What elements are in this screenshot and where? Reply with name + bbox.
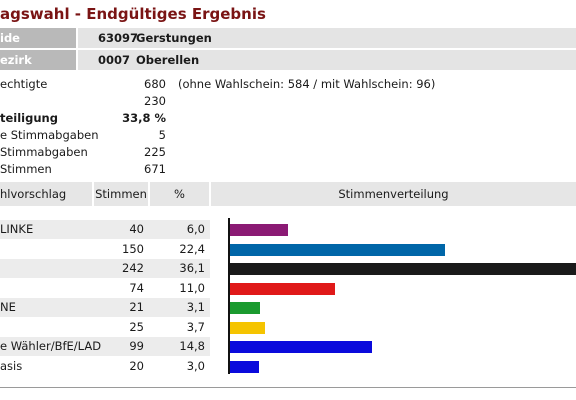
table-row: LINKE 40 6,0 xyxy=(0,220,576,239)
gemeinde-number: 63097 xyxy=(98,31,139,45)
table-row: 150 22,4 xyxy=(0,240,576,259)
party-votes: 99 xyxy=(129,339,144,353)
header-votes: Stimmen xyxy=(94,182,148,206)
gemeinde-label: ide xyxy=(0,28,76,48)
party-name: e Wähler/BfE/LAD xyxy=(0,339,102,353)
header-bezirk-row: ezirk 0007 Oberellen xyxy=(0,50,576,70)
party-name: NE xyxy=(0,300,16,314)
stat-row: teiligung 33,8 % xyxy=(0,110,576,127)
chart-axis xyxy=(228,218,230,374)
bezirk-label: ezirk xyxy=(0,50,76,70)
table-row: 242 36,1 xyxy=(0,259,576,278)
stat-value: 5 xyxy=(158,128,166,142)
bezirk-number: 0007 xyxy=(98,53,131,67)
stat-value: 671 xyxy=(144,162,166,176)
page-title: agswahl - Endgültiges Ergebnis xyxy=(0,5,266,23)
party-pct: 3,0 xyxy=(186,359,205,373)
stat-row: Stimmen 671 xyxy=(0,161,576,178)
party-pct: 6,0 xyxy=(186,222,205,236)
stat-label: Stimmabgaben xyxy=(0,145,88,159)
vote-bar xyxy=(230,361,259,373)
party-pct: 3,7 xyxy=(186,320,205,334)
party-votes: 150 xyxy=(122,242,144,256)
stat-row: e Stimmabgaben 5 xyxy=(0,127,576,144)
table-row: 25 3,7 xyxy=(0,318,576,337)
stat-label: Stimmen xyxy=(0,162,52,176)
bezirk-name: Oberellen xyxy=(136,53,200,67)
stat-label: echtigte xyxy=(0,77,48,91)
stat-value: 225 xyxy=(144,145,166,159)
vote-bar xyxy=(230,341,372,353)
header-distribution: Stimmenverteilung xyxy=(211,182,576,206)
vote-bar xyxy=(230,244,445,256)
party-votes: 25 xyxy=(129,320,144,334)
stat-value: 680 xyxy=(144,77,166,91)
party-pct: 14,8 xyxy=(179,339,205,353)
stat-label: e Stimmabgaben xyxy=(0,128,99,142)
stat-row: echtigte 680 (ohne Wahlschein: 584 / mit W… xyxy=(0,76,576,93)
stat-note: (ohne Wahlschein: 584 / mit Wahlschein: … xyxy=(178,77,436,91)
vote-bar xyxy=(230,322,265,334)
stat-value: 230 xyxy=(144,94,166,108)
party-pct: 3,1 xyxy=(186,300,205,314)
party-pct: 11,0 xyxy=(179,281,205,295)
vote-bar xyxy=(230,302,260,314)
stat-row: 230 xyxy=(0,93,576,110)
header-party: hlvorschlag xyxy=(0,182,92,206)
party-pct: 36,1 xyxy=(179,261,205,275)
table-row: 74 11,0 xyxy=(0,279,576,298)
table-row: NE 21 3,1 xyxy=(0,298,576,317)
table-row: e Wähler/BfE/LAD 99 14,8 xyxy=(0,337,576,356)
results-table-header: hlvorschlag Stimmen % Stimmenverteilung xyxy=(0,182,576,206)
gemeinde-name: Gerstungen xyxy=(136,31,212,45)
stat-label: teiligung xyxy=(0,111,58,125)
party-votes: 74 xyxy=(129,281,144,295)
bottom-divider xyxy=(0,387,576,388)
vote-bar xyxy=(230,283,335,295)
party-pct: 22,4 xyxy=(179,242,205,256)
party-votes: 20 xyxy=(129,359,144,373)
header-pct: % xyxy=(150,182,209,206)
vote-bar xyxy=(230,263,576,275)
vote-bar xyxy=(230,224,288,236)
stat-value: 33,8 % xyxy=(122,111,166,125)
party-name: asis xyxy=(0,359,23,373)
party-name: LINKE xyxy=(0,222,34,236)
party-votes: 21 xyxy=(129,300,144,314)
stat-row: Stimmabgaben 225 xyxy=(0,144,576,161)
header-gemeinde-row: ide 63097 Gerstungen xyxy=(0,28,576,48)
party-votes: 242 xyxy=(122,261,144,275)
table-row: asis 20 3,0 xyxy=(0,357,576,376)
party-votes: 40 xyxy=(129,222,144,236)
